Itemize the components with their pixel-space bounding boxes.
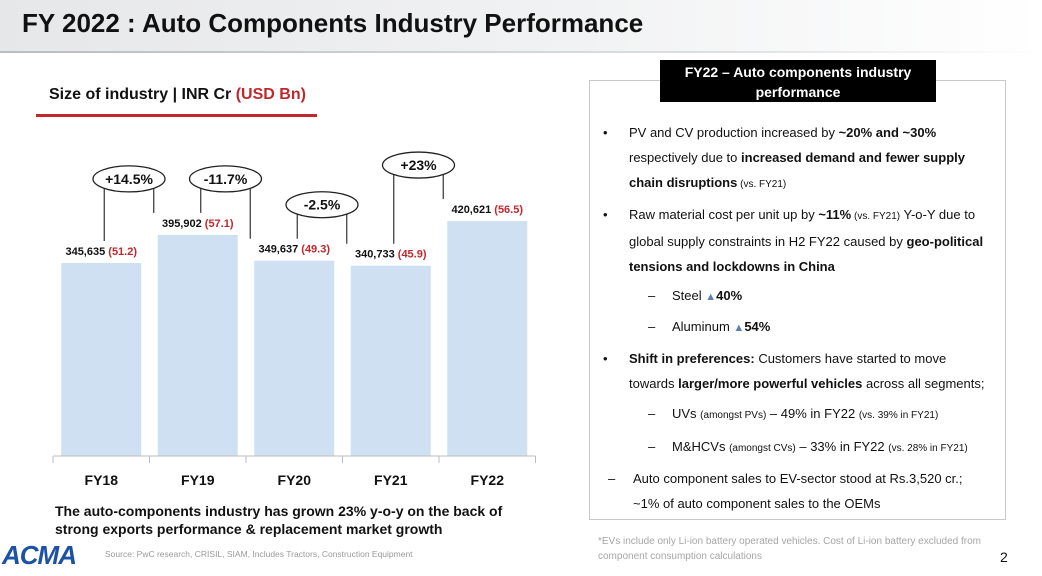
growth-oval (92, 165, 166, 193)
bullet-icon: • (603, 125, 608, 140)
chart-subtitle-usd: (USD Bn) (235, 86, 306, 103)
chart-bar (61, 262, 142, 456)
growth-label: +14.5% (105, 171, 153, 187)
steel-increase: Steel ▲40% (672, 288, 743, 303)
header-divider (0, 51, 1042, 53)
uvs-row: UVs (amongst PVs) – 49% in FY22 (vs. 39%… (672, 406, 939, 421)
mhcvs-row-dash: – (648, 439, 656, 454)
chart-bar (157, 234, 238, 456)
growth-oval (285, 191, 359, 219)
chart-value-label: 340,733 (45.9) (355, 249, 427, 261)
chart-value-label: 420,621 (56.5) (451, 204, 523, 216)
ev-row-dash: – (608, 471, 616, 486)
chart-value-label: 395,902 (57.1) (162, 218, 234, 230)
chart-category-label: FY19 (181, 472, 215, 488)
chart-note: The auto-components industry has grown 2… (55, 503, 503, 537)
panel-point-production: PV and CV production increased by ~20% a… (629, 125, 965, 190)
chart-subtitle-main: Size of industry | INR Cr (49, 86, 236, 103)
header-band (0, 0, 1042, 52)
mhcvs-row: M&HCVs (amongst CVs) – 33% in FY22 (vs. … (672, 439, 968, 454)
chart-usd-label: (49.3) (301, 244, 330, 256)
triangle-up-icon: ▲ (733, 322, 745, 334)
panel-title: FY22 – Auto components industry performa… (660, 60, 936, 102)
chart-category-label: FY21 (374, 472, 408, 488)
panel-point-raw-material: Raw material cost per unit up by ~11% (v… (629, 207, 984, 274)
chart-usd-label: (57.1) (205, 218, 234, 230)
chart-bar (447, 221, 528, 456)
page-title: FY 2022 : Auto Components Industry Perfo… (22, 8, 644, 38)
aluminum-increase: Aluminum ▲54% (672, 319, 771, 334)
growth-oval (381, 151, 456, 179)
chart-category-label: FY18 (85, 472, 119, 488)
growth-label: -2.5% (304, 197, 341, 213)
performance-panel (589, 80, 1006, 520)
chart-category-label: FY22 (471, 472, 505, 488)
bullet-icon: • (603, 207, 608, 222)
growth-label: +23% (400, 157, 437, 173)
panel-point-preferences: Shift in preferences: Customers have sta… (629, 351, 985, 391)
page-number: 2 (1000, 549, 1008, 565)
panel-point-ev: Auto component sales to EV-sector stood … (633, 471, 963, 511)
chart-category-label: FY20 (278, 472, 312, 488)
footnote: *EVs include only Li-ion battery operate… (598, 536, 981, 562)
chart-bar (350, 265, 431, 456)
chart-value-label: 345,635 (51.2) (65, 246, 137, 258)
growth-oval (188, 165, 263, 193)
subtitle-underline (36, 114, 317, 117)
chart-usd-label: (45.9) (398, 249, 427, 261)
aluminum-row: – (648, 319, 656, 334)
chart-usd-label: (51.2) (108, 246, 137, 258)
bullet-icon: • (603, 351, 608, 366)
steel-row: – (648, 288, 656, 303)
acma-logo: ACMA (2, 540, 77, 570)
triangle-up-icon: ▲ (705, 291, 717, 303)
uvs-row-dash: – (648, 406, 656, 421)
growth-label: -11.7% (204, 171, 248, 187)
chart-value-label: 349,637 (49.3) (258, 244, 330, 256)
chart-subtitle: Size of industry | INR Cr (USD Bn) (49, 86, 306, 104)
chart-usd-label: (56.5) (494, 204, 523, 216)
source-note: Source: PwC research, CRISIL, SIAM, Incl… (105, 549, 413, 559)
industry-size-chart: 345,635 (51.2) FY18 395,902 (57.1) FY19 349,… (52, 151, 536, 488)
chart-bar (254, 260, 335, 456)
